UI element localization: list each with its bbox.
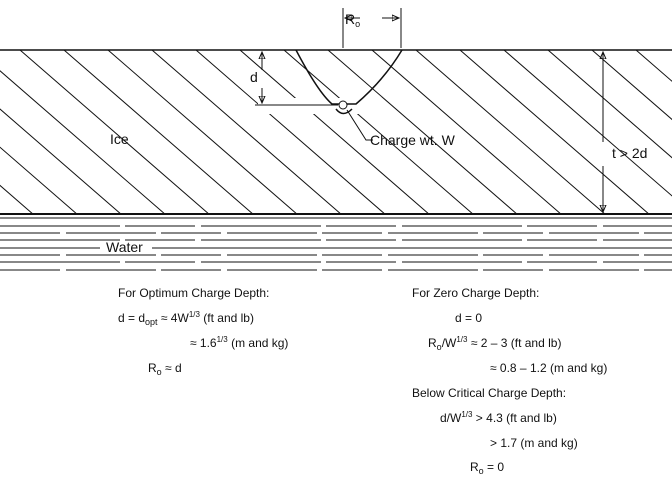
equation-part: = 0 (484, 460, 505, 474)
hatch-line (0, 146, 79, 215)
hatch-line (283, 50, 475, 215)
equation-part: 1/3 (456, 335, 468, 344)
mask (258, 98, 378, 114)
equation: For Zero Charge Depth: (412, 286, 539, 300)
hatch-line (19, 50, 211, 215)
hatch-line (195, 50, 387, 215)
ice-label: Ice (110, 131, 129, 147)
hatch-line (327, 50, 519, 215)
equation-part: 1/3 (189, 310, 201, 319)
equation: For Optimum Charge Depth: (118, 286, 269, 300)
equation-part: opt (145, 317, 158, 327)
equation-part: For Zero Charge Depth: (412, 286, 539, 300)
equation-part: 1/3 (461, 410, 473, 419)
equation: ≈ 0.8 – 1.2 (m and kg) (490, 361, 607, 375)
equation-part: (m and kg) (228, 336, 289, 350)
charge-label-part: Charge wt. W (370, 132, 456, 148)
equation-part: 1/3 (217, 335, 229, 344)
equation-part: > 4.3 (ft and lb) (472, 411, 556, 425)
charge-label: Charge wt. W (370, 132, 456, 148)
equation: Ro ≈ d (148, 361, 182, 377)
hatch-line (107, 50, 299, 215)
equation: d = dopt ≈ 4W1/3 (ft and lb) (118, 310, 254, 327)
equation-part: o (479, 466, 484, 476)
radius-label-part: R (345, 11, 355, 27)
water-label-part: Water (106, 239, 143, 255)
water-label: Water (106, 239, 143, 255)
depth-label: d (250, 69, 258, 85)
charge-shadow (335, 108, 353, 115)
equation-part: d = 0 (455, 311, 482, 325)
ice-label-part: Ice (110, 131, 129, 147)
water-lines (0, 225, 672, 271)
equation-part: ≈ 1.6 (190, 336, 217, 350)
hatch-line (591, 50, 672, 121)
hatch-line (459, 50, 651, 215)
depth-label-part: d (250, 69, 258, 85)
hatch-line (547, 50, 672, 159)
thickness-label-part: t > 2d (612, 145, 647, 161)
radius-label-part: o (355, 19, 360, 29)
hatch-line (239, 50, 431, 215)
equation-part: For Optimum Charge Depth: (118, 286, 269, 300)
equation: Ro = 0 (470, 460, 504, 476)
charge (338, 100, 348, 110)
hatch-line (0, 184, 35, 215)
equation: Ro/W1/3 ≈ 2 – 3 (ft and lb) (428, 335, 561, 352)
equation-part: o (157, 367, 162, 377)
equation: > 1.7 (m and kg) (490, 436, 578, 450)
equation-part: (ft and lb) (200, 311, 254, 325)
equation-part: ≈ d (162, 361, 182, 375)
equation-part: Below Critical Charge Depth: (412, 386, 566, 400)
equation: d/W1/3 > 4.3 (ft and lb) (440, 410, 557, 425)
thickness-label: t > 2d (612, 145, 647, 161)
crater (295, 49, 403, 105)
hatch-line (0, 108, 123, 215)
hatch-line (0, 70, 167, 215)
hatch-line (635, 50, 672, 82)
equation-part: /W (442, 336, 457, 350)
equation-part: R (428, 336, 437, 350)
equation-part: d = d (118, 311, 145, 325)
equation-part: o (437, 342, 442, 352)
equation-part: > 1.7 (m and kg) (490, 436, 578, 450)
hatch-line (415, 50, 607, 215)
equation-part: d/W (440, 411, 462, 425)
equation: ≈ 1.61/3 (m and kg) (190, 335, 288, 350)
equation-part: ≈ 4W (158, 311, 190, 325)
equation-part: R (470, 460, 479, 474)
leader (346, 109, 373, 141)
equation: Below Critical Charge Depth: (412, 386, 566, 400)
hatch-line (63, 50, 255, 215)
equation-part: ≈ 2 – 3 (ft and lb) (467, 336, 561, 350)
hatch-line (151, 50, 343, 215)
ice-hatch (0, 50, 672, 215)
hatch-line (503, 50, 672, 197)
hatch-line (371, 50, 563, 215)
equation-part: ≈ 0.8 – 1.2 (m and kg) (490, 361, 607, 375)
equation: d = 0 (455, 311, 482, 325)
radius-label: Ro (345, 11, 360, 29)
equation-part: R (148, 361, 157, 375)
